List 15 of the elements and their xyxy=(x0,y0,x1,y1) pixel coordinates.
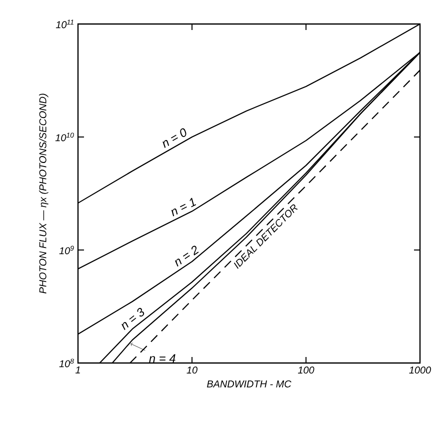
x-tick-label: 1000 xyxy=(409,366,432,374)
x-tick-label: 10 xyxy=(186,366,198,374)
text: n = 1 xyxy=(171,198,196,216)
y-tick-label: 10$^{11}$ xyxy=(56,20,74,28)
text: n = 0 xyxy=(162,128,186,148)
x-axis-title: BANDWIDTH - MC xyxy=(206,380,292,388)
x-tick-label: 1 xyxy=(75,366,80,374)
text: n = 2 xyxy=(174,246,199,267)
y-tick-label: 10$^{9}$ xyxy=(59,246,74,254)
legend-label: n = 4 xyxy=(149,354,176,363)
y-tick-label: 10$^{10}$ xyxy=(55,132,74,142)
text: n = 3 xyxy=(122,308,144,330)
x-tick-label: 100 xyxy=(298,366,314,374)
y-tick-label: 10$^{8}$ xyxy=(59,358,74,368)
y-axis-title: PHOTON FLUX — ηx (PHOTONS/SECOND) xyxy=(39,94,48,294)
